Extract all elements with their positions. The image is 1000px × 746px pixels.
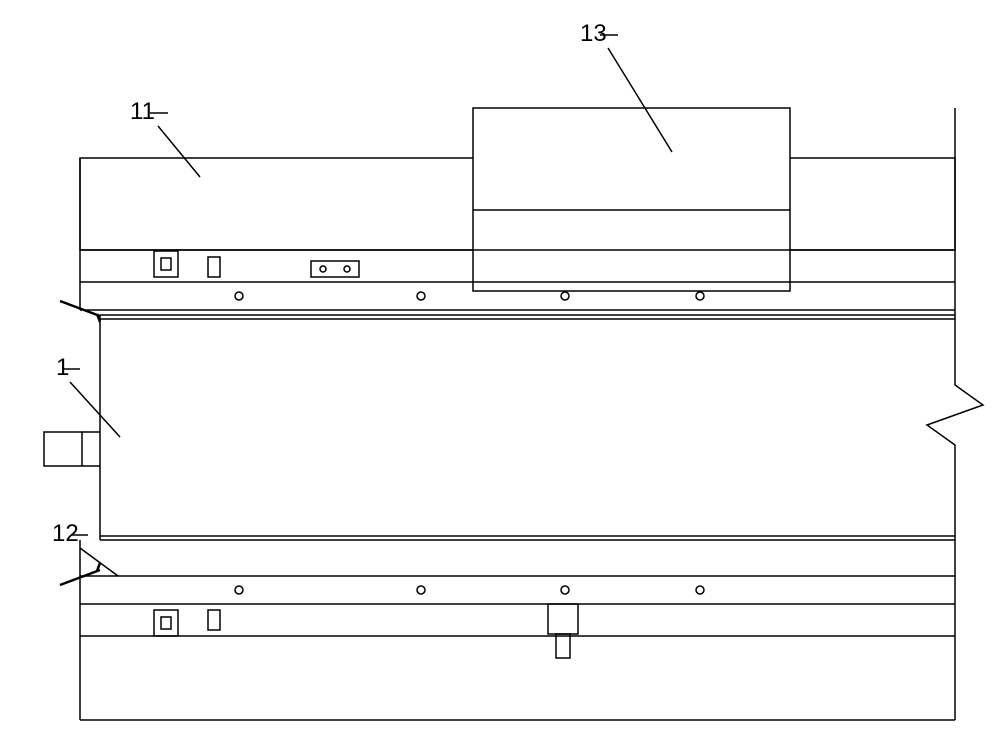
label-1: 1 — [56, 354, 69, 382]
leader-1 — [70, 382, 120, 437]
rail-hole — [235, 586, 243, 594]
upper-plate — [311, 261, 359, 277]
label-13: 13 — [580, 20, 607, 48]
rail-hole — [417, 586, 425, 594]
upper-bracket-1-inner — [161, 258, 171, 270]
upper-bracket-1 — [154, 251, 178, 277]
rail-hole — [561, 586, 569, 594]
rail-hole — [235, 292, 243, 300]
top-box — [473, 108, 790, 291]
label-12: 12 — [52, 520, 79, 548]
rail-hole — [696, 292, 704, 300]
bottom-stub-shaft — [556, 634, 570, 658]
leader-11 — [158, 126, 200, 177]
lower-bracket-1 — [154, 610, 178, 636]
lower-bracket-1-inner — [161, 617, 171, 629]
bottom-stub-base — [548, 604, 578, 634]
left-stub — [44, 432, 82, 466]
rail-hole — [561, 292, 569, 300]
leader-12 — [80, 548, 118, 576]
upper-bracket-2 — [208, 257, 220, 277]
rail-hole — [696, 586, 704, 594]
lower-bracket-2 — [208, 610, 220, 630]
label-11: 11 — [130, 98, 155, 126]
break-line — [927, 108, 983, 720]
plate-hole — [320, 266, 326, 272]
technical-diagram: 13 11 1 12 — [0, 0, 1000, 741]
rail-hole — [417, 292, 425, 300]
plate-hole — [344, 266, 350, 272]
